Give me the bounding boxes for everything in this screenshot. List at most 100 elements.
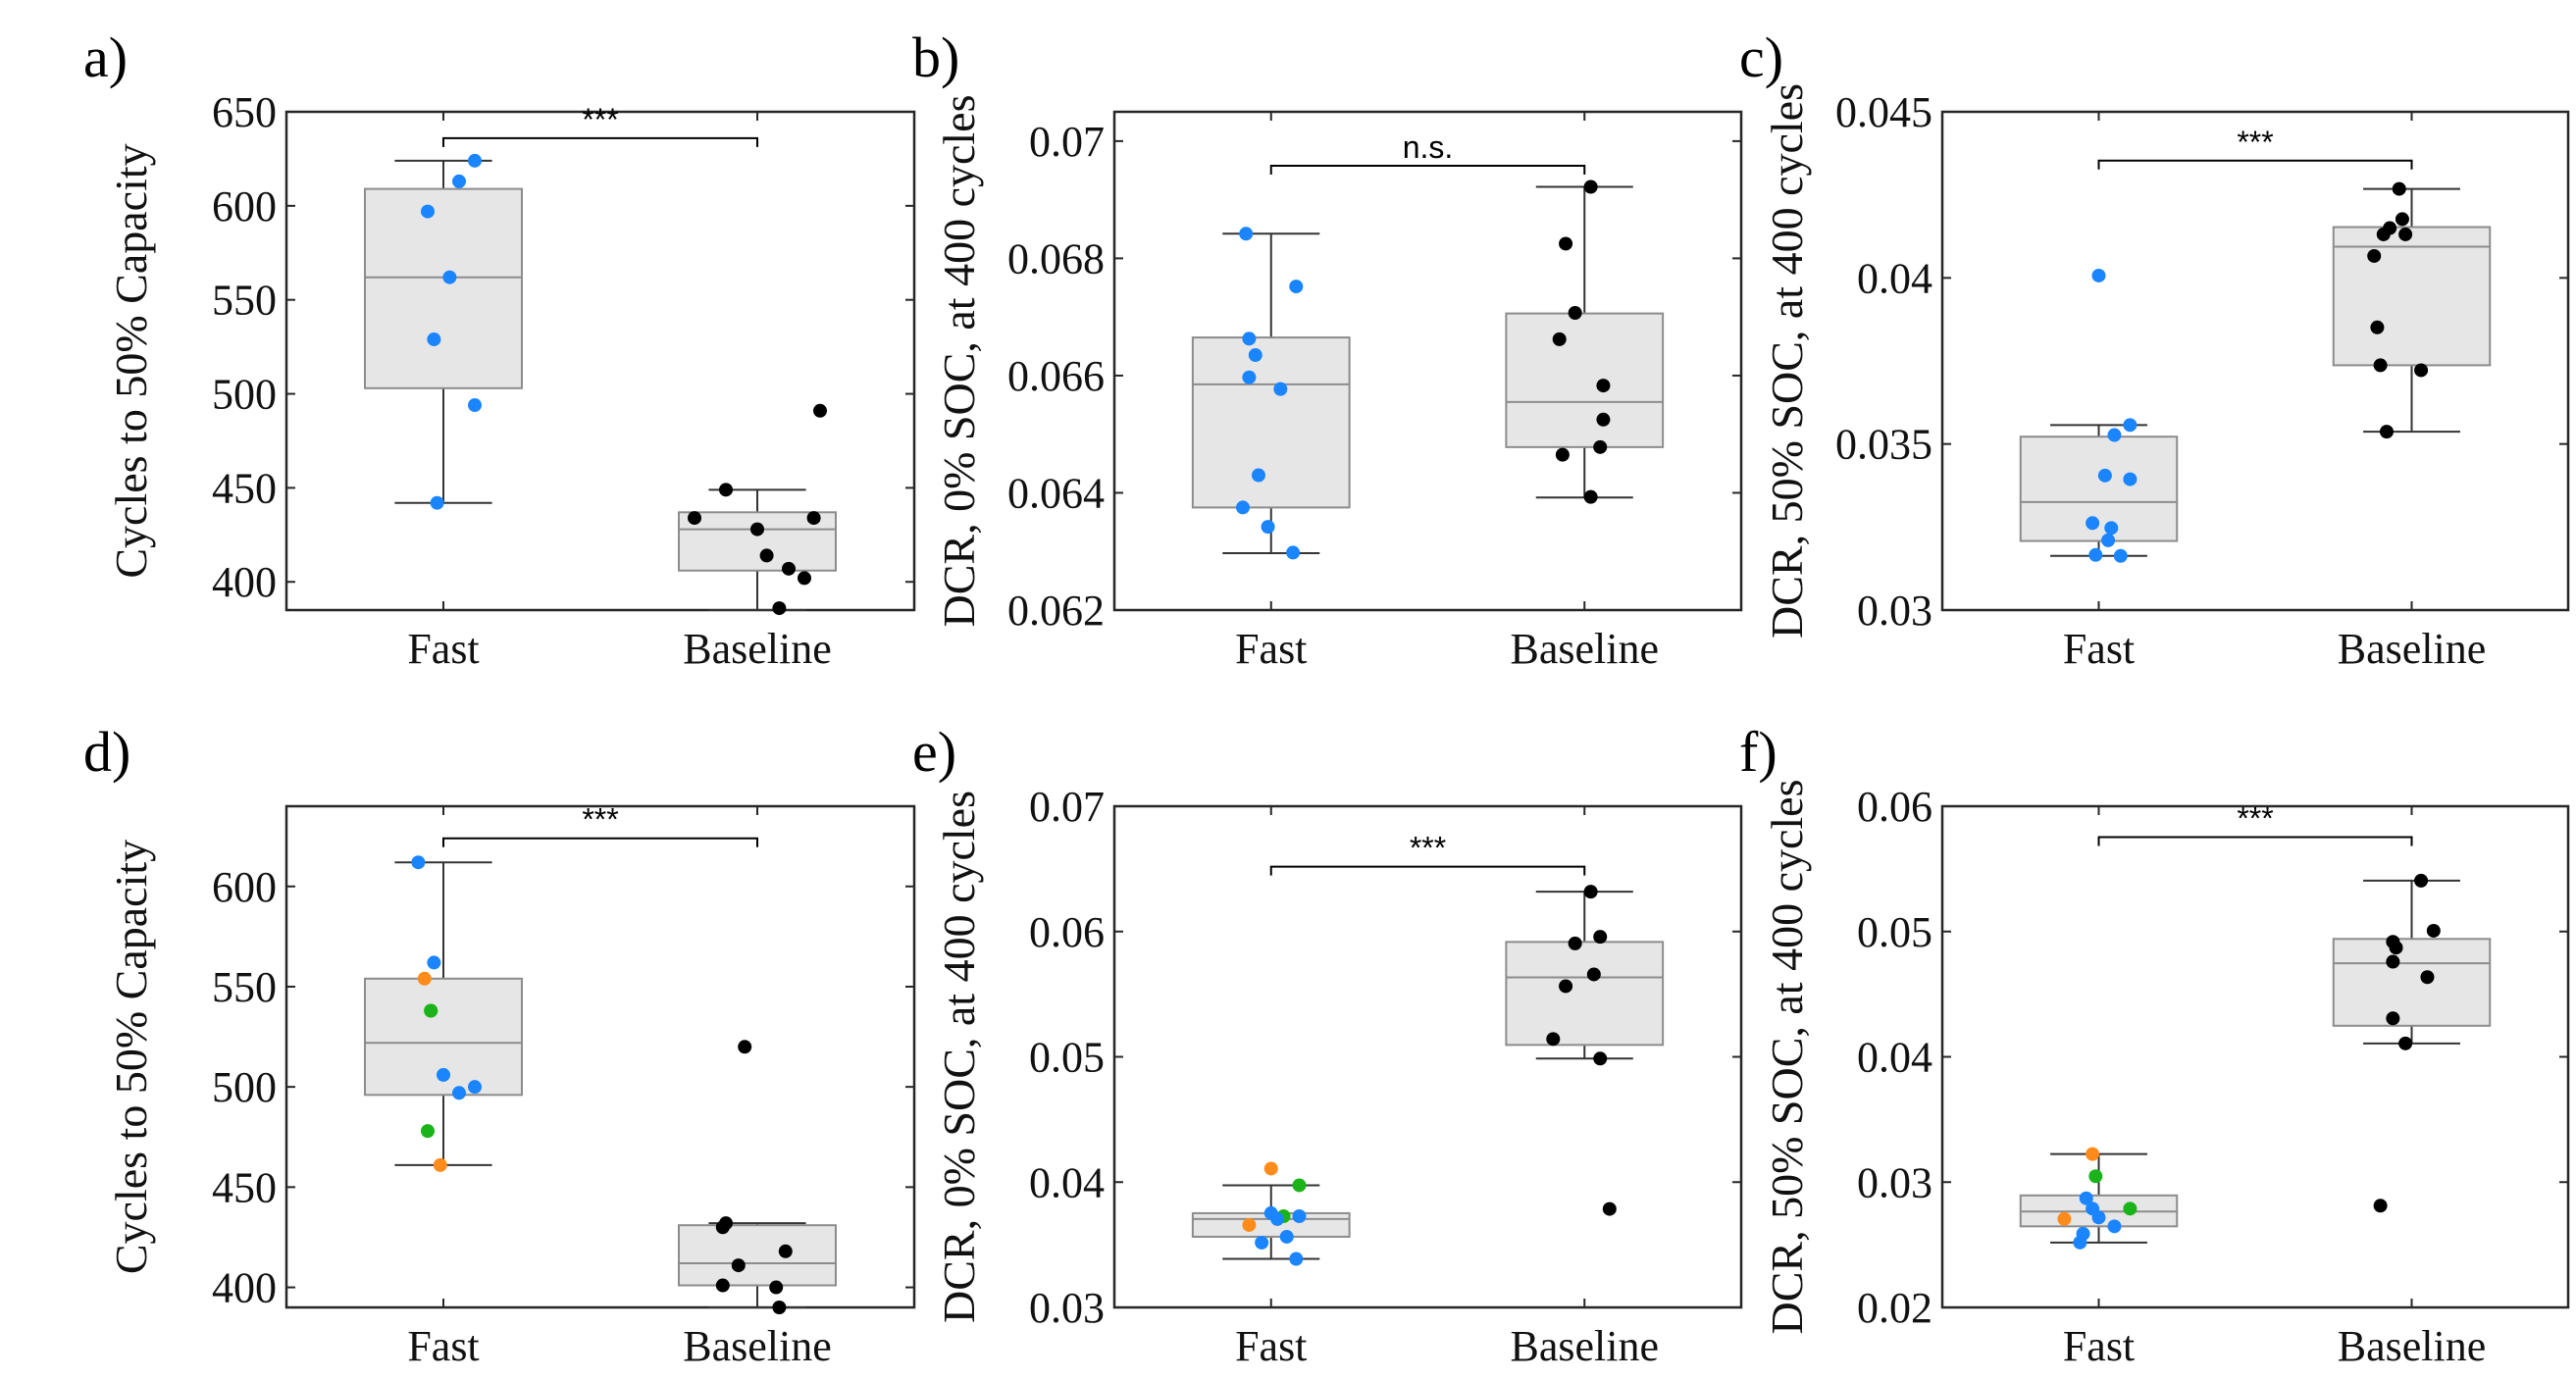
data-point xyxy=(778,1244,793,1258)
x-tick-label-fast: Fast xyxy=(407,625,479,673)
data-point xyxy=(433,1157,447,1172)
data-point xyxy=(2379,425,2394,439)
data-point xyxy=(1546,1032,1561,1047)
data-point xyxy=(452,174,466,188)
y-tick-label: 0.035 xyxy=(1835,421,1932,469)
data-point xyxy=(1248,348,1262,363)
data-point xyxy=(1552,332,1567,346)
data-point xyxy=(421,1124,435,1139)
box-iqr xyxy=(364,187,523,389)
significance-bracket xyxy=(2097,159,2413,170)
data-point xyxy=(417,971,432,986)
box-fast xyxy=(1191,232,1351,555)
data-point xyxy=(2097,468,2112,483)
points-baseline xyxy=(2373,873,2441,1213)
significance-label: n.s. xyxy=(1403,129,1454,165)
points-baseline xyxy=(688,403,827,616)
data-point xyxy=(1261,520,1275,535)
data-point xyxy=(1289,280,1304,294)
significance-bracket xyxy=(442,136,758,147)
x-tick-label-baseline: Baseline xyxy=(1510,1322,1659,1370)
y-tick-label: 400 xyxy=(212,558,277,606)
data-point xyxy=(2414,873,2429,888)
significance-bracket xyxy=(2097,836,2413,846)
significance-label: *** xyxy=(582,102,618,137)
data-point xyxy=(1559,236,1573,251)
y-tick-label: 600 xyxy=(212,863,277,911)
data-point xyxy=(1586,967,1601,982)
box-iqr xyxy=(1191,336,1351,509)
data-point xyxy=(2086,1147,2100,1161)
y-axis-label: DCR, 0% SOC, at 400 cycles xyxy=(934,791,984,1323)
points-baseline xyxy=(2367,181,2429,439)
significance-bracket xyxy=(1269,865,1586,876)
data-point xyxy=(2079,1191,2093,1205)
data-point xyxy=(2101,533,2116,547)
points-baseline xyxy=(1546,885,1617,1216)
data-point xyxy=(1242,1217,1257,1232)
panel-f: 0.02 0.03 0.04 0.05 0.06 Fast Baseline DCR, 50%… xyxy=(1739,720,2570,1370)
panel-label: f) xyxy=(1739,720,1777,784)
y-tick-label: 0.05 xyxy=(1857,908,1932,956)
panel-label: e) xyxy=(912,720,956,784)
x-tick-label-fast: Fast xyxy=(2063,1322,2135,1370)
data-point xyxy=(2398,227,2413,241)
data-point xyxy=(2398,1036,2413,1050)
data-point xyxy=(427,332,441,346)
axes-frame xyxy=(1940,110,2570,612)
box-baseline xyxy=(678,488,837,611)
data-point xyxy=(1555,447,1570,462)
data-point xyxy=(437,1067,450,1082)
box-baseline xyxy=(678,1222,837,1308)
data-point xyxy=(424,1003,438,1018)
data-point xyxy=(468,398,482,413)
points-fast xyxy=(2057,1147,2138,1250)
y-tick-label: 0.068 xyxy=(1007,234,1105,282)
data-point xyxy=(2091,268,2106,282)
data-point xyxy=(1583,489,1598,504)
y-axis-label: Cycles to 50% Capacity xyxy=(106,840,156,1274)
data-point xyxy=(2057,1211,2072,1226)
data-point xyxy=(1289,1252,1304,1266)
x-tick-label-baseline: Baseline xyxy=(2338,625,2487,673)
box-fast xyxy=(364,861,523,1166)
data-point xyxy=(2386,1011,2400,1026)
y-tick-label: 0.03 xyxy=(1029,1284,1105,1332)
significance-label: *** xyxy=(1410,831,1446,866)
box-iqr xyxy=(2332,226,2492,367)
data-point xyxy=(2386,954,2400,969)
box-fast xyxy=(2019,424,2179,557)
y-tick-label: 0.04 xyxy=(1857,254,1932,302)
data-point xyxy=(1279,1229,1294,1244)
data-point xyxy=(1273,382,1288,396)
data-point xyxy=(715,1278,730,1293)
box-baseline xyxy=(2332,879,2492,1045)
significance-label: *** xyxy=(582,802,618,838)
points-baseline xyxy=(715,1040,793,1314)
data-point xyxy=(1593,1051,1608,1066)
y-tick-label: 0.04 xyxy=(1857,1034,1932,1082)
y-tick-label: 0.02 xyxy=(1857,1284,1932,1332)
box-baseline xyxy=(2332,187,2492,434)
panel-label: b) xyxy=(912,26,959,89)
data-point xyxy=(1263,1161,1278,1176)
box-baseline xyxy=(1505,185,1665,499)
y-tick-label: 550 xyxy=(212,963,277,1011)
box-fast xyxy=(2019,1152,2179,1244)
data-point xyxy=(2370,320,2385,334)
data-point xyxy=(468,1080,482,1095)
panel-a: 400 450 500 550 600 650 Fast Baseline Cycles to … xyxy=(83,26,916,673)
data-point xyxy=(2104,521,2119,536)
data-point xyxy=(468,153,482,168)
data-point xyxy=(2123,472,2138,486)
points-fast xyxy=(411,855,482,1172)
data-point xyxy=(2392,181,2406,196)
points-fast xyxy=(1235,227,1304,560)
data-point xyxy=(719,483,733,497)
data-point xyxy=(2123,418,2138,433)
y-tick-label: 400 xyxy=(212,1264,277,1312)
data-point xyxy=(2123,1201,2138,1216)
data-point xyxy=(2107,428,2122,442)
data-point xyxy=(452,1086,466,1100)
data-point xyxy=(2395,212,2409,227)
